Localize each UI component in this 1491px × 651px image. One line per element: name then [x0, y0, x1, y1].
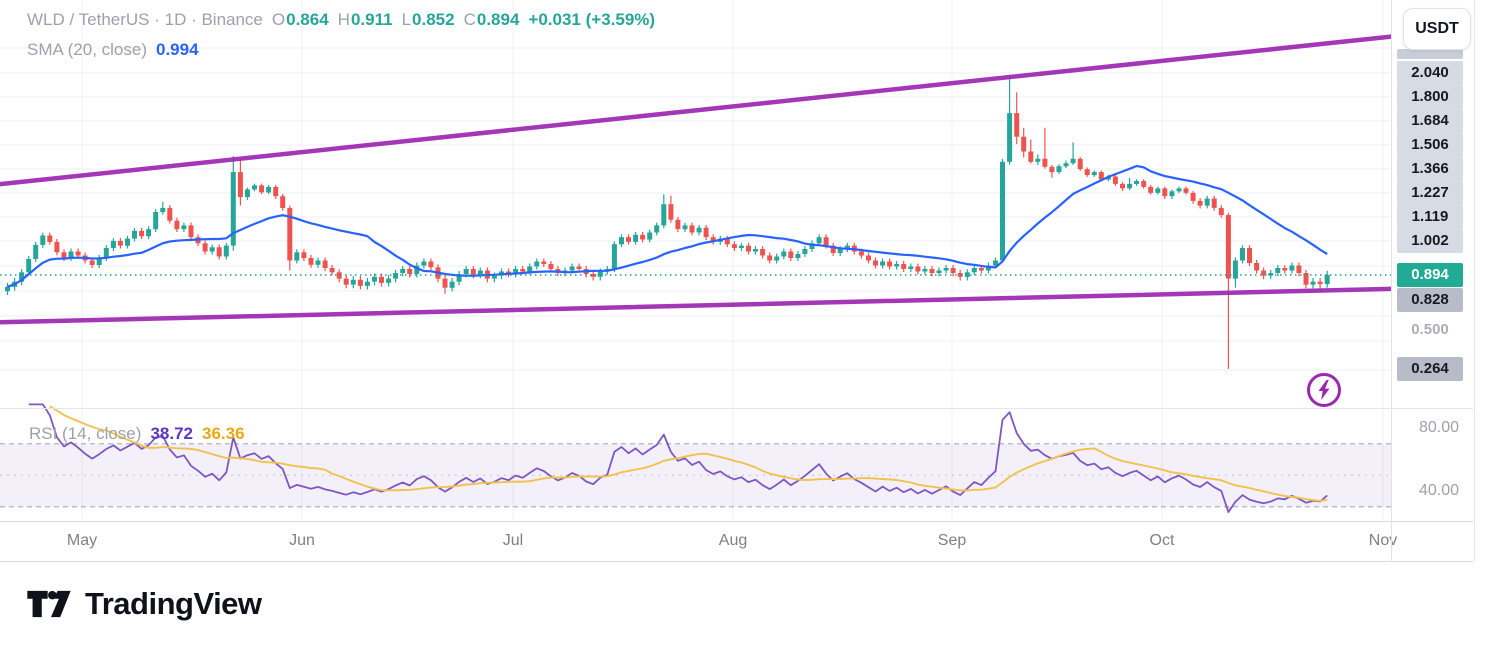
price-axis-label: 1.506 — [1397, 133, 1463, 157]
ohlc-low: L0.852 — [401, 10, 455, 29]
time-axis-bottom-border — [0, 561, 1473, 562]
rsi-ma-line[interactable] — [49, 405, 1328, 502]
symbol-title[interactable]: WLD / TetherUS · 1D · Binance — [27, 10, 263, 29]
sma-line[interactable] — [7, 164, 1328, 288]
rsi-ma-value: 36.36 — [201, 424, 245, 443]
lower-channel-line — [0, 286, 1391, 325]
price-axis[interactable]: USDT 2.040 1.800 1.684 1.506 1.366 1.227 1.119… — [1391, 0, 1491, 562]
time-axis-label-nov: Nov — [1368, 532, 1398, 549]
rsi-value: 38.72 — [150, 424, 193, 443]
time-axis-label-jul: Jul — [502, 532, 524, 549]
price-axis-label: 1.119 — [1397, 205, 1463, 229]
price-chart-canvas[interactable] — [0, 0, 1391, 562]
rsi-line[interactable] — [28, 403, 1328, 513]
time-axis-label-sep: Sep — [937, 532, 967, 549]
tradingview-logo[interactable]: TradingView — [26, 584, 262, 624]
price-change: +0.031 (+3.59%) — [528, 10, 656, 29]
price-axis-label: 0.264 — [1397, 357, 1463, 381]
upper-channel-line — [0, 34, 1391, 187]
price-axis-label: 1.684 — [1397, 109, 1463, 133]
price-axis-label: 1.366 — [1397, 157, 1463, 181]
lightning-bolt-icon — [1318, 380, 1330, 400]
time-axis-label-may: May — [66, 532, 98, 549]
currency-toggle-button[interactable]: USDT — [1403, 8, 1471, 50]
tradingview-logo-icon — [27, 590, 71, 618]
clipped-label-strip — [1397, 49, 1463, 59]
current-price-label: 0.894 — [1397, 263, 1463, 287]
rsi-band — [0, 443, 1391, 508]
time-axis-label-oct: Oct — [1149, 532, 1175, 549]
price-axis-label: 2.040 — [1397, 61, 1463, 85]
ohlc-high: H0.911 — [337, 10, 393, 29]
rsi-axis-label: 40.00 — [1418, 482, 1459, 499]
channel-trendlines[interactable] — [0, 34, 1391, 325]
symbol-legend[interactable]: WLD / TetherUS · 1D · Binance O0.864 H0.… — [27, 10, 655, 30]
price-axis-label: 1.002 — [1397, 229, 1463, 253]
candlestick-series[interactable] — [5, 74, 1330, 369]
time-axis-top-border — [0, 521, 1473, 522]
tradingview-logo-text: TradingView — [85, 586, 262, 621]
price-axis-label: 1.800 — [1397, 85, 1463, 109]
ohlc-close: C0.894 — [463, 10, 520, 29]
axis-inner-border — [1474, 0, 1475, 561]
rsi-axis-label: 80.00 — [1418, 419, 1459, 436]
rsi-label[interactable]: RSI (14, close) — [29, 424, 142, 443]
sma-legend[interactable]: SMA (20, close) 0.994 — [27, 40, 199, 60]
time-axis-label-aug: Aug — [718, 532, 748, 549]
time-axis-label-jun: Jun — [289, 532, 315, 549]
price-axis-label: 0.500 — [1411, 321, 1449, 338]
pane-separator[interactable] — [0, 408, 1473, 409]
sma-label[interactable]: SMA (20, close) — [27, 40, 147, 59]
price-axis-label: 0.828 — [1397, 288, 1463, 312]
rsi-legend[interactable]: RSI (14, close) 38.72 36.36 — [29, 424, 245, 444]
quick-trade-button[interactable] — [1307, 373, 1341, 407]
sma-value: 0.994 — [156, 40, 199, 59]
ohlc-open: O0.864 — [271, 10, 329, 29]
price-axis-label: 1.227 — [1397, 181, 1463, 205]
